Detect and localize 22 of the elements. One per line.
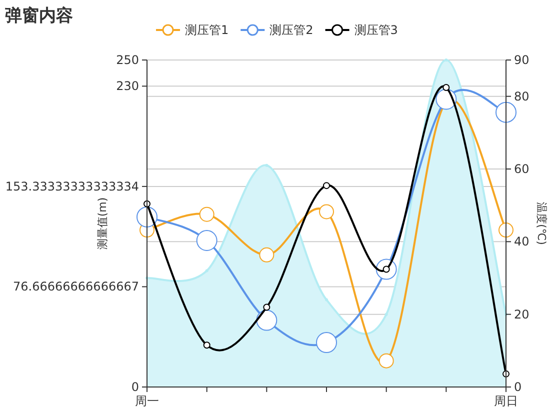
x-tick-label: 周日 — [494, 394, 518, 408]
legend-item: 测压管2 — [240, 23, 314, 37]
legend-label: 测压管3 — [354, 23, 398, 37]
y2-tick-label: 0 — [514, 380, 522, 394]
y2-tick-label: 40 — [514, 234, 530, 249]
legend-item: 测压管3 — [325, 23, 398, 37]
y2-tick-label: 60 — [514, 162, 530, 176]
y-tick-label: 250 — [116, 53, 139, 67]
y2-tick-label: 80 — [514, 89, 530, 104]
y-tick-label: 153.33333333333334 — [5, 179, 139, 194]
y2-axis-title: 温度(℃) — [535, 202, 548, 245]
legend-label: 测压管1 — [185, 23, 229, 37]
y-tick-label: 230 — [116, 79, 139, 94]
y-tick-label: 0 — [131, 380, 139, 394]
y-tick-label: 76.66666666666667 — [13, 280, 139, 294]
y2-tick-label: 20 — [514, 307, 530, 322]
legend-item: 测压管1 — [156, 23, 229, 37]
y-axis-title: 测量值(m) — [96, 197, 109, 250]
y2-tick-label: 90 — [514, 53, 530, 67]
chart-title: 弹窗内容 — [5, 6, 73, 26]
x-tick-label: 周一 — [135, 394, 159, 408]
legend-label: 测压管2 — [270, 23, 314, 37]
